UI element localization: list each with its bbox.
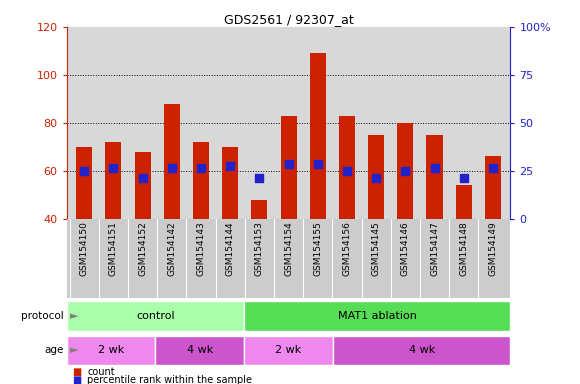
Bar — [222, 147, 238, 219]
Text: ►: ► — [70, 345, 78, 355]
Text: GSM154153: GSM154153 — [255, 221, 264, 276]
Text: GSM154145: GSM154145 — [372, 221, 380, 276]
Point — [342, 168, 351, 174]
Bar — [164, 104, 180, 219]
Bar — [76, 147, 92, 219]
Bar — [368, 135, 384, 219]
Text: GSM154150: GSM154150 — [79, 221, 89, 276]
Bar — [456, 185, 472, 219]
Text: GSM154148: GSM154148 — [459, 221, 468, 276]
Text: MAT1 ablation: MAT1 ablation — [338, 311, 416, 321]
Point — [138, 175, 147, 181]
Bar — [281, 116, 296, 219]
Text: GSM154146: GSM154146 — [401, 221, 410, 276]
Bar — [397, 123, 414, 219]
Text: ■: ■ — [72, 375, 82, 384]
Text: GSM154155: GSM154155 — [313, 221, 322, 276]
Bar — [67, 301, 244, 331]
Point — [401, 168, 410, 174]
Text: GSM154147: GSM154147 — [430, 221, 439, 276]
Point — [488, 166, 498, 172]
Text: count: count — [87, 367, 115, 377]
Point — [226, 163, 235, 169]
Text: GSM154143: GSM154143 — [197, 221, 205, 276]
Point — [371, 175, 380, 181]
Text: GSM154142: GSM154142 — [167, 221, 176, 276]
Text: GSM154151: GSM154151 — [109, 221, 118, 276]
Point — [167, 166, 176, 172]
Bar — [155, 336, 244, 365]
Text: 2 wk: 2 wk — [98, 345, 124, 356]
Bar — [135, 152, 151, 219]
Text: GSM154156: GSM154156 — [342, 221, 351, 276]
Text: GSM154154: GSM154154 — [284, 221, 293, 276]
Bar — [106, 142, 121, 219]
Bar — [67, 336, 155, 365]
Bar — [339, 116, 355, 219]
Text: percentile rank within the sample: percentile rank within the sample — [87, 375, 252, 384]
Bar — [333, 336, 510, 365]
Point — [255, 175, 264, 181]
Bar — [244, 336, 333, 365]
Bar — [251, 200, 267, 219]
Point — [109, 166, 118, 172]
Bar — [426, 135, 443, 219]
Point — [79, 168, 89, 174]
Text: GSM154144: GSM154144 — [226, 221, 235, 276]
Point — [197, 166, 206, 172]
Point — [284, 161, 293, 167]
Text: ■: ■ — [72, 367, 82, 377]
Bar — [485, 157, 501, 219]
Text: GSM154152: GSM154152 — [138, 221, 147, 276]
Text: 4 wk: 4 wk — [187, 345, 213, 356]
Text: 4 wk: 4 wk — [408, 345, 435, 356]
Point — [430, 166, 439, 172]
Text: 2 wk: 2 wk — [276, 345, 302, 356]
Text: GSM154149: GSM154149 — [488, 221, 498, 276]
Text: control: control — [136, 311, 175, 321]
Point — [459, 175, 468, 181]
Text: GDS2561 / 92307_at: GDS2561 / 92307_at — [224, 13, 353, 26]
Bar — [193, 142, 209, 219]
Text: ►: ► — [70, 311, 78, 321]
Text: age: age — [45, 345, 64, 355]
Bar — [310, 53, 326, 219]
Bar — [244, 301, 510, 331]
Point — [313, 161, 322, 167]
Text: protocol: protocol — [21, 311, 64, 321]
